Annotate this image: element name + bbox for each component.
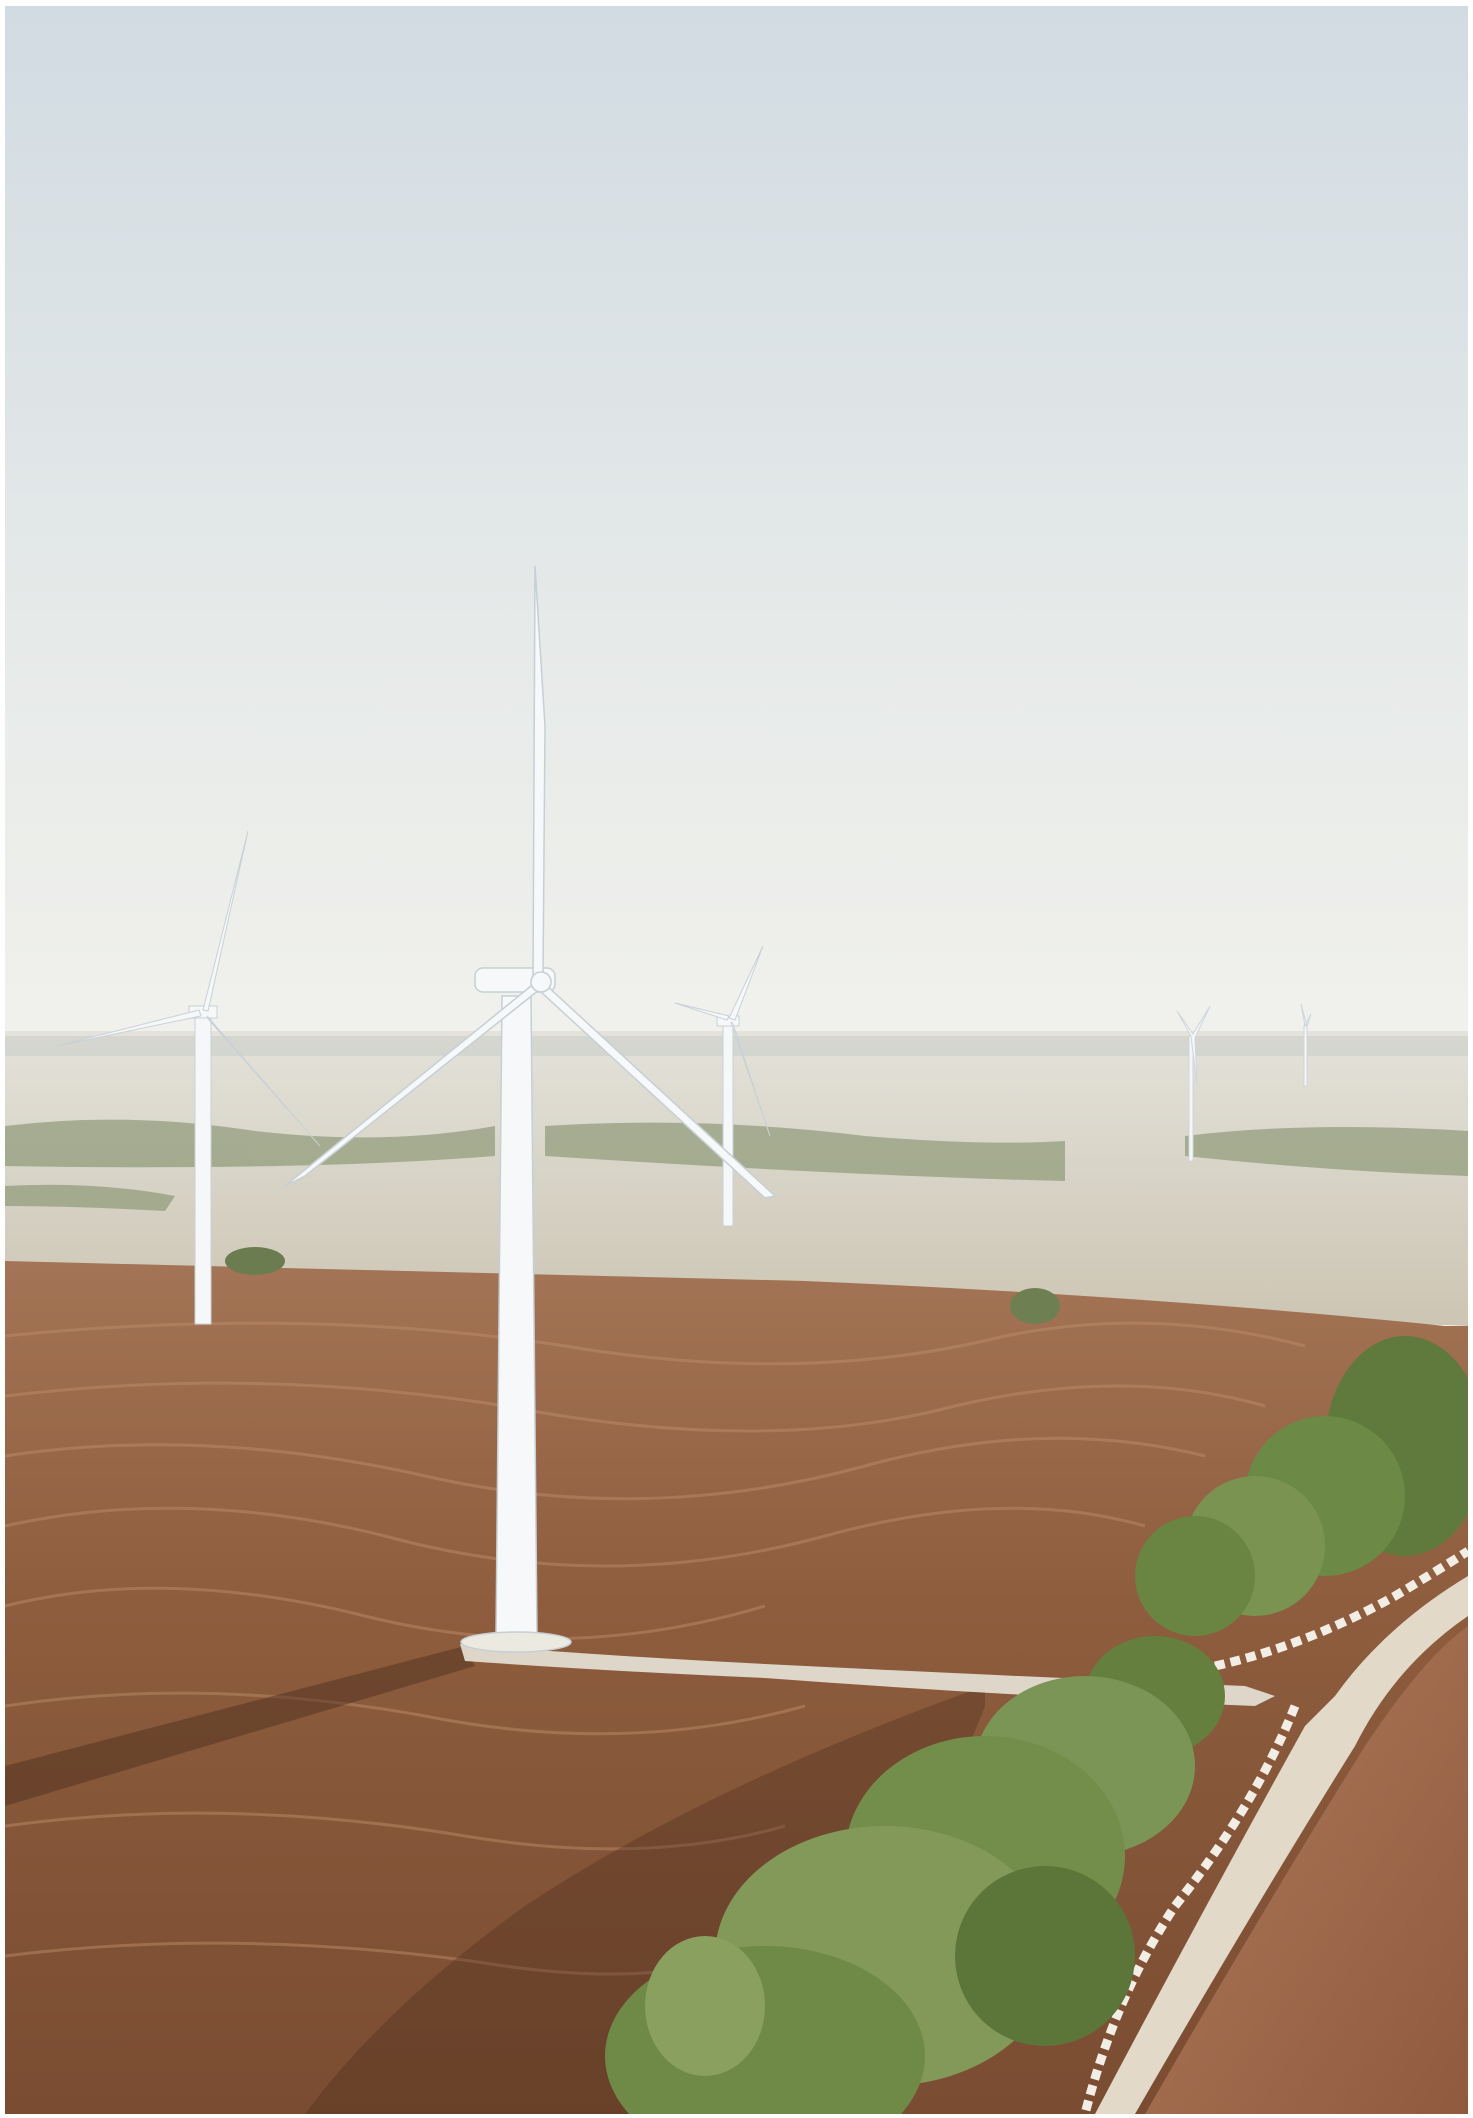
landscape-photo: [5, 6, 1468, 2114]
horizon-haze: [5, 1036, 1468, 1056]
distant-plain: [5, 1031, 1468, 1326]
turbine-shadow: [5, 1646, 475, 1806]
tree-line: [225, 1247, 1468, 2114]
distant-turbines: [1176, 1003, 1312, 1162]
left-turbine: [56, 830, 321, 1325]
stone-fence: [1080, 1547, 1468, 2114]
sky: [5, 6, 1468, 1046]
main-turbine: [284, 565, 777, 1653]
photo-frame: [5, 6, 1468, 2114]
middle-turbine: [674, 945, 771, 1227]
right-field: [1145, 1626, 1468, 2114]
side-road: [1095, 1576, 1468, 2114]
scrub-vegetation: [5, 1119, 1468, 1211]
